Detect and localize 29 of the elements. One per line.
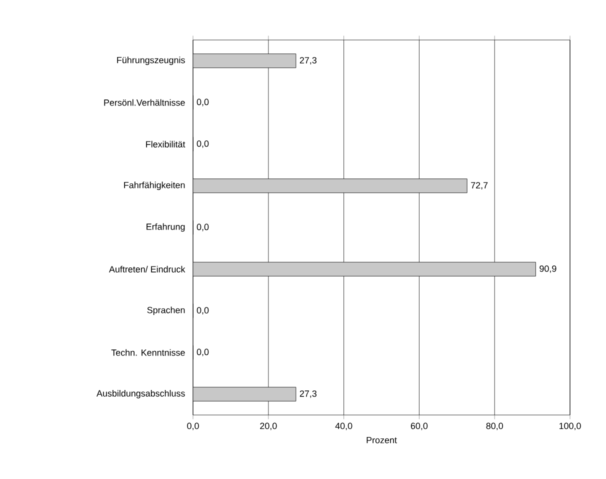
y-tick-label: Techn. Kenntnisse: [111, 349, 185, 356]
x-tick-label: 40,0: [335, 422, 352, 430]
x-tick-label: 80,0: [486, 422, 503, 430]
data-label: 0,0: [196, 307, 209, 315]
x-tick-label: 20,0: [260, 422, 277, 430]
x-tick-label: 60,0: [410, 422, 428, 430]
y-tick-label: Fahrfähigkeiten: [124, 182, 185, 190]
y-tick-label: Führungszeugnis: [117, 56, 185, 65]
data-label: 27,3: [300, 57, 317, 65]
bar: [193, 262, 536, 276]
data-label: 0,0: [196, 140, 209, 148]
bar: [193, 178, 468, 194]
x-tick-label: 0,0: [187, 422, 199, 430]
y-tick-label: Auftreten/ Eindruck: [109, 266, 186, 272]
bar: [193, 386, 296, 402]
y-tick-label: Flexibilität: [146, 140, 186, 148]
data-label: 0,0: [196, 224, 209, 232]
bar: [193, 54, 296, 68]
y-tick-label: Sprachen: [147, 306, 185, 315]
data-label: 27,3: [300, 390, 317, 398]
data-label: 90,9: [540, 265, 556, 273]
y-tick-label: Erfahrung: [146, 223, 185, 232]
data-label: 0,0: [196, 98, 209, 106]
data-label: 72,7: [471, 182, 488, 190]
x-tick-label: 100,0: [559, 422, 581, 430]
y-tick-label: Persönl.Verhältnisse: [104, 99, 185, 106]
y-tick-label: Ausbildungsabschluss: [96, 390, 185, 398]
x-axis-title: Prozent: [366, 437, 397, 444]
data-label: 0,0: [196, 348, 209, 356]
